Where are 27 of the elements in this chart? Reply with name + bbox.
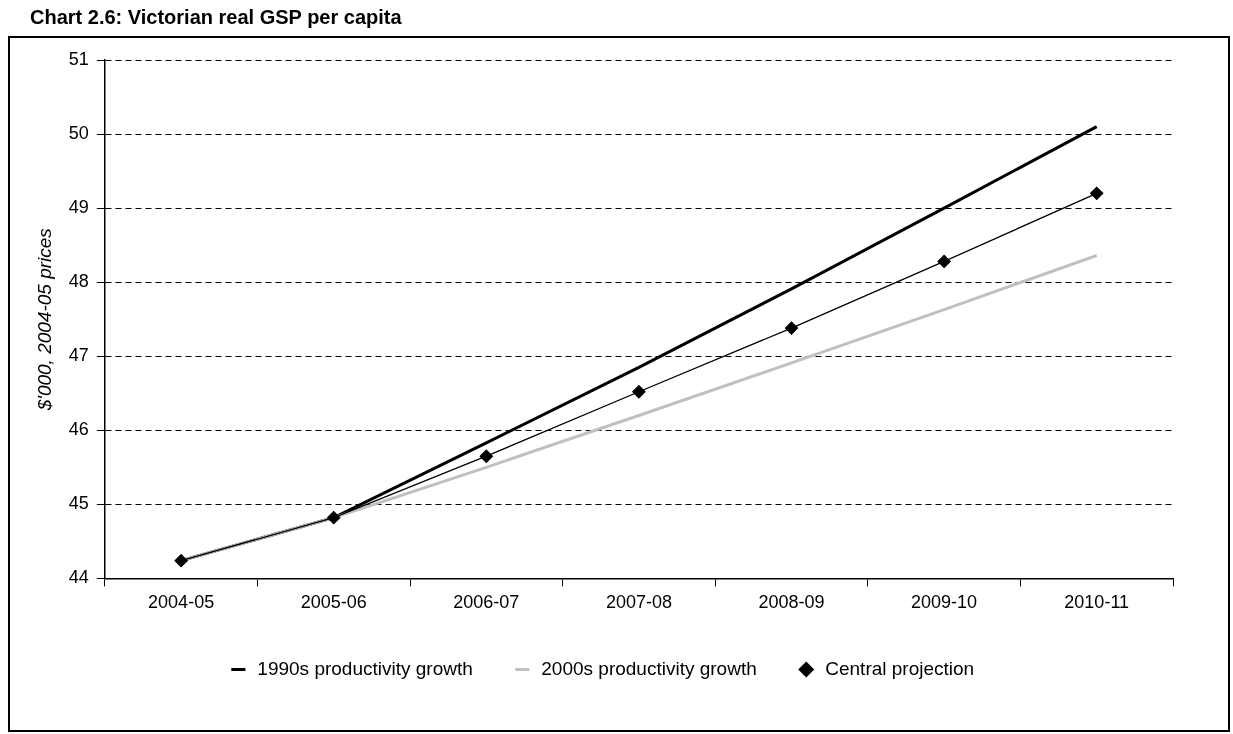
x-tick-label: 2009-10 xyxy=(911,592,978,613)
point xyxy=(174,553,188,568)
y-axis-title: $'000, 2004-05 prices xyxy=(33,227,55,412)
legend-label: 1990s productivity growth xyxy=(257,657,473,679)
x-tick-label: 2005-06 xyxy=(300,592,367,613)
y-tick-label: 44 xyxy=(68,567,89,588)
x-tick-label: 2007-08 xyxy=(605,592,672,613)
point xyxy=(937,254,951,269)
x-tick-label: 2004-05 xyxy=(148,592,215,613)
y-tick-label: 49 xyxy=(68,197,89,218)
legend-label: 2000s productivity growth xyxy=(541,657,757,679)
y-tick-label: 46 xyxy=(68,419,89,440)
x-tick-label: 2008-09 xyxy=(758,592,825,613)
y-tick-label: 48 xyxy=(68,271,89,292)
point xyxy=(784,321,799,335)
point xyxy=(1090,186,1104,200)
point xyxy=(632,385,646,399)
y-tick-label: 50 xyxy=(68,123,89,144)
y-tick-label: 51 xyxy=(68,48,89,69)
legend-label: Central projection xyxy=(825,657,975,679)
point xyxy=(479,449,493,463)
x-tick-label: 2006-07 xyxy=(453,592,520,613)
y-tick-label: 47 xyxy=(68,345,89,366)
x-tick-label: 2010-11 xyxy=(1064,592,1130,613)
y-tick-label: 45 xyxy=(68,493,89,514)
chart-title: Chart 2.6: Victorian real GSP per capita xyxy=(30,5,403,28)
point xyxy=(327,511,341,525)
